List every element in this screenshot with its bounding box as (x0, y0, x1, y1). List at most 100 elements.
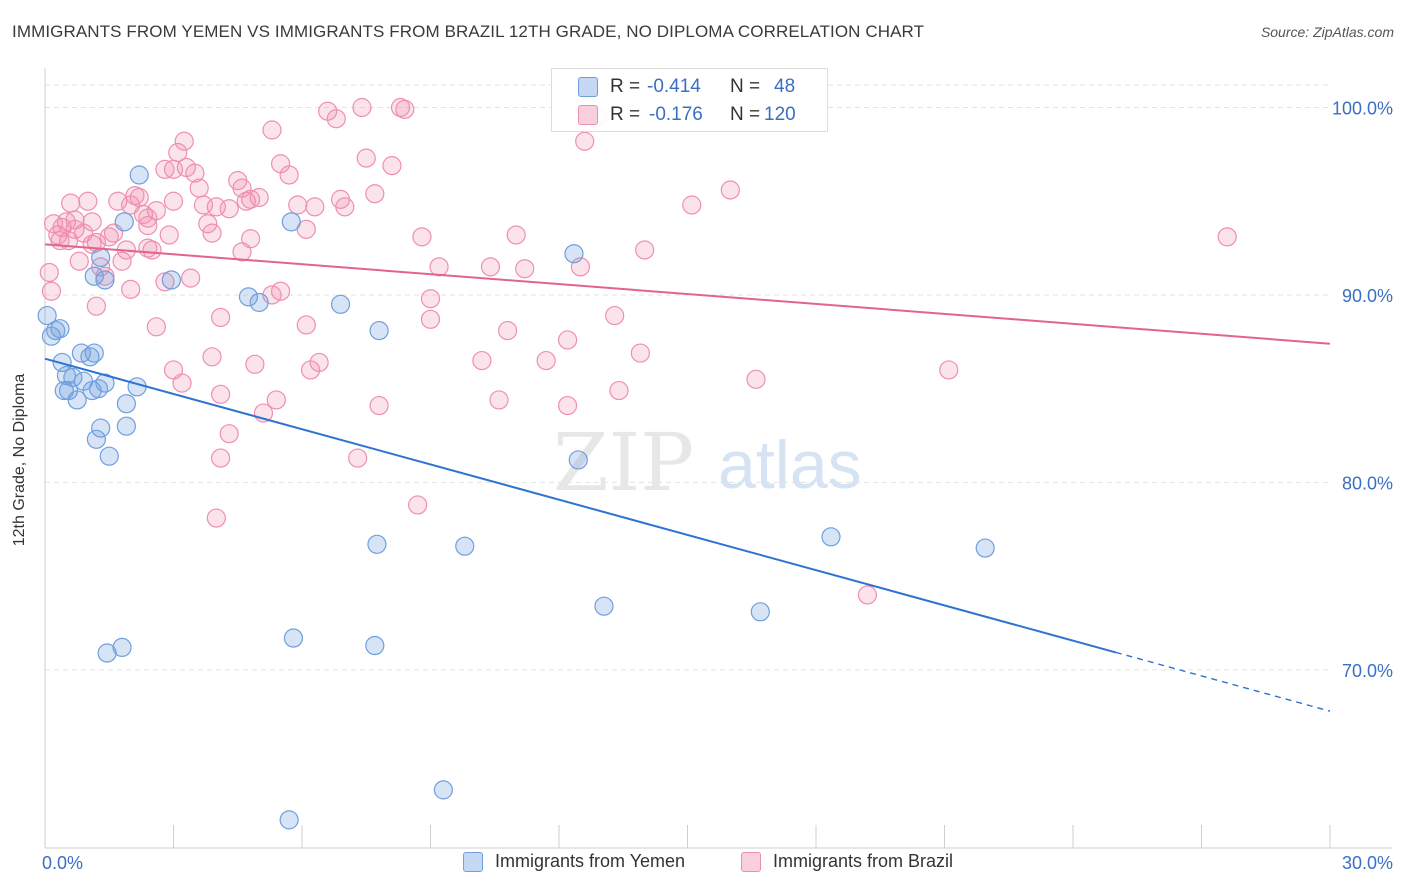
brazil-point (138, 208, 158, 228)
yemen-point (281, 212, 301, 232)
brazil-point (138, 216, 158, 236)
legend-item-yemen[interactable]: Immigrants from Yemen (463, 851, 685, 872)
brazil-point (39, 262, 59, 283)
yemen-point (63, 367, 83, 388)
brazil-point (163, 191, 184, 211)
chart-title: IMMIGRANTS FROM YEMEN VS IMMIGRANTS FROM… (12, 22, 925, 41)
legend-swatch-yemen (463, 851, 483, 872)
brazil-point (536, 350, 556, 371)
x-tick-label: 30.0% (1342, 853, 1393, 873)
correlation-legend: R = -0.414 N = 48 R = -0.176 N = 120 (551, 68, 828, 132)
yemen-point (114, 212, 134, 232)
yemen-point (564, 244, 584, 264)
brazil-point (206, 508, 226, 528)
brazil-point (857, 585, 878, 605)
brazil-point (420, 289, 441, 309)
yemen-point (283, 628, 304, 648)
brazil-point (288, 195, 308, 215)
brazil-point (575, 131, 595, 151)
yemen-point (37, 305, 57, 326)
yemen-point (279, 810, 299, 830)
r-value: -0.414 (647, 76, 701, 97)
series-legend: Immigrants from Yemen Immigrants from Br… (0, 851, 1406, 879)
tick-labels: 70.0% 80.0% 90.0% 100.0% 0.0% 30.0% (42, 98, 1393, 873)
brazil-point (609, 380, 629, 401)
brazil-point (472, 350, 492, 371)
yemen-trend-line (44, 357, 1117, 654)
yemen-point (127, 377, 147, 397)
legend-swatch-brazil (741, 851, 761, 872)
legend-item-brazil[interactable]: Immigrants from Brazil (741, 851, 953, 872)
brazil-point (262, 120, 282, 140)
yemen-point (116, 394, 136, 414)
brazil-point (241, 229, 261, 249)
brazil-point (211, 307, 231, 328)
brazil-point (211, 448, 231, 468)
brazil-point (174, 131, 194, 151)
brazil-point (605, 305, 625, 326)
yemen-point (568, 450, 588, 470)
brazil-point (202, 223, 222, 243)
brazil-point (352, 97, 372, 118)
n-value: 48 (774, 76, 796, 97)
yemen-point (112, 637, 132, 658)
yemen-point (91, 418, 111, 438)
yemen-point (95, 373, 115, 393)
yemen-point (433, 780, 453, 800)
yemen-point (129, 165, 149, 185)
brazil-point (746, 369, 766, 389)
brazil-point (41, 281, 62, 301)
r-label: R = (610, 104, 641, 125)
brazil-point (390, 97, 411, 118)
yemen-point (975, 538, 995, 558)
yemen-point (238, 287, 259, 307)
watermark-atlas: atlas (718, 427, 862, 503)
yemen-point (84, 266, 104, 286)
brazil-point (108, 191, 128, 211)
trend-lines (44, 243, 1331, 712)
data-points (37, 97, 1237, 830)
yemen-point (594, 596, 614, 616)
legend-label-yemen: Immigrants from Yemen (495, 851, 686, 871)
brazil-point (219, 424, 239, 444)
yemen-point (249, 292, 269, 313)
y-tick-label: 80.0% (1342, 473, 1393, 493)
brazil-swatch (578, 105, 598, 125)
yemen-point (821, 527, 841, 547)
brazil-point (279, 165, 299, 185)
yemen-point (91, 247, 111, 268)
brazil-point (181, 268, 201, 288)
brazil-point (348, 448, 368, 468)
yemen-point (99, 446, 119, 466)
brazil-point (489, 390, 509, 410)
brazil-point (198, 214, 218, 234)
brazil-point (163, 159, 184, 179)
brazil-point (99, 227, 119, 247)
x-tick-label: 0.0% (42, 853, 83, 873)
brazil-point (480, 257, 501, 277)
brazil-point (245, 354, 265, 374)
brazil-point (382, 156, 402, 176)
yemen-point (50, 319, 70, 339)
yemen-point (750, 602, 770, 622)
yemen-point (84, 343, 104, 363)
brazil-point (420, 309, 441, 329)
brazil-point (112, 251, 132, 271)
n-value: 120 (764, 104, 796, 125)
brazil-point (630, 343, 650, 363)
brazil-point (270, 281, 291, 301)
yemen-trend-extension (1115, 651, 1331, 712)
brazil-point (557, 395, 578, 416)
brazil-point (515, 259, 535, 279)
legend-label-brazil: Immigrants from Brazil (773, 851, 954, 871)
brazil-point (189, 178, 209, 198)
brazil-point (720, 180, 740, 200)
brazil-point (211, 384, 231, 404)
brazil-point (202, 347, 222, 367)
r-value: -0.176 (649, 104, 703, 125)
brazil-point (69, 251, 89, 271)
yemen-point (97, 643, 117, 663)
brazil-trend-line (44, 243, 1331, 345)
yemen-point (455, 536, 475, 556)
brazil-point (159, 225, 179, 245)
